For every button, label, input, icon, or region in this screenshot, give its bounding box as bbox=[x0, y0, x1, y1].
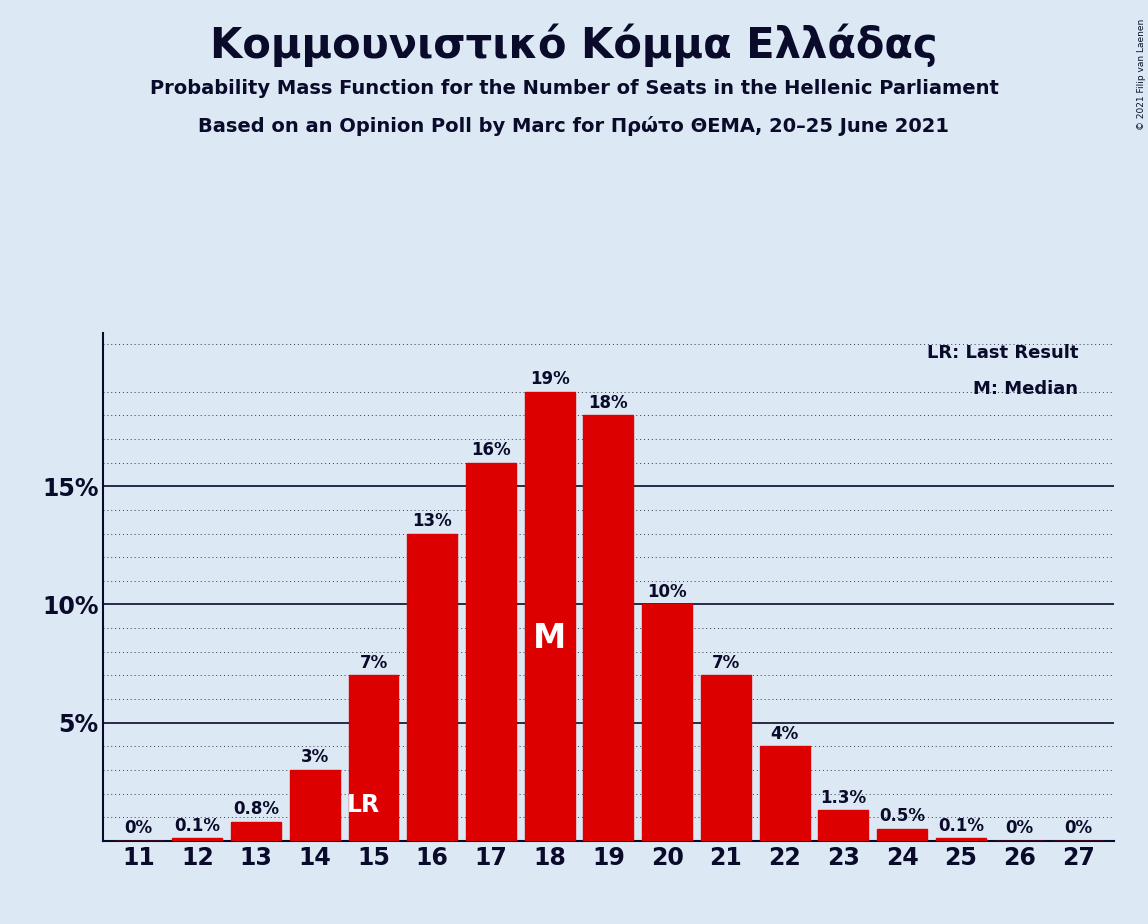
Text: M: M bbox=[533, 622, 566, 655]
Text: 3%: 3% bbox=[301, 748, 328, 766]
Text: © 2021 Filip van Laenen: © 2021 Filip van Laenen bbox=[1137, 18, 1146, 129]
Bar bbox=[525, 392, 575, 841]
Bar bbox=[583, 416, 634, 841]
Text: 16%: 16% bbox=[471, 441, 511, 459]
Text: Probability Mass Function for the Number of Seats in the Hellenic Parliament: Probability Mass Function for the Number… bbox=[149, 79, 999, 98]
Text: 0.1%: 0.1% bbox=[938, 817, 984, 835]
Text: 0%: 0% bbox=[1006, 820, 1033, 837]
Text: Based on an Opinion Poll by Marc for Πρώτο ΘΕΜΑ, 20–25 June 2021: Based on an Opinion Poll by Marc for Πρώ… bbox=[199, 116, 949, 136]
Text: 0.1%: 0.1% bbox=[174, 817, 220, 835]
Text: 10%: 10% bbox=[647, 583, 687, 601]
Text: 7%: 7% bbox=[359, 654, 388, 672]
Bar bbox=[231, 822, 281, 841]
Bar bbox=[349, 675, 398, 841]
Text: 0%: 0% bbox=[1064, 820, 1093, 837]
Text: 0.8%: 0.8% bbox=[233, 800, 279, 819]
Bar bbox=[936, 838, 986, 841]
Bar bbox=[466, 463, 515, 841]
Bar bbox=[701, 675, 751, 841]
Text: 18%: 18% bbox=[589, 394, 628, 412]
Bar bbox=[760, 747, 809, 841]
Bar bbox=[172, 838, 223, 841]
Text: 7%: 7% bbox=[712, 654, 740, 672]
Text: 0.5%: 0.5% bbox=[879, 808, 925, 825]
Bar bbox=[408, 533, 457, 841]
Bar bbox=[819, 810, 868, 841]
Text: 0%: 0% bbox=[124, 820, 153, 837]
Text: 13%: 13% bbox=[412, 512, 452, 530]
Text: M: Median: M: Median bbox=[974, 380, 1078, 398]
Bar bbox=[642, 604, 692, 841]
Text: 4%: 4% bbox=[770, 724, 799, 743]
Text: LR: LR bbox=[347, 794, 380, 818]
Text: 1.3%: 1.3% bbox=[821, 788, 867, 807]
Text: Κομμουνιστικό Κόμμα Ελλάδας: Κομμουνιστικό Κόμμα Ελλάδας bbox=[210, 23, 938, 67]
Bar bbox=[289, 770, 340, 841]
Text: LR: Last Result: LR: Last Result bbox=[926, 345, 1078, 362]
Text: 19%: 19% bbox=[530, 371, 569, 388]
Bar bbox=[877, 829, 928, 841]
